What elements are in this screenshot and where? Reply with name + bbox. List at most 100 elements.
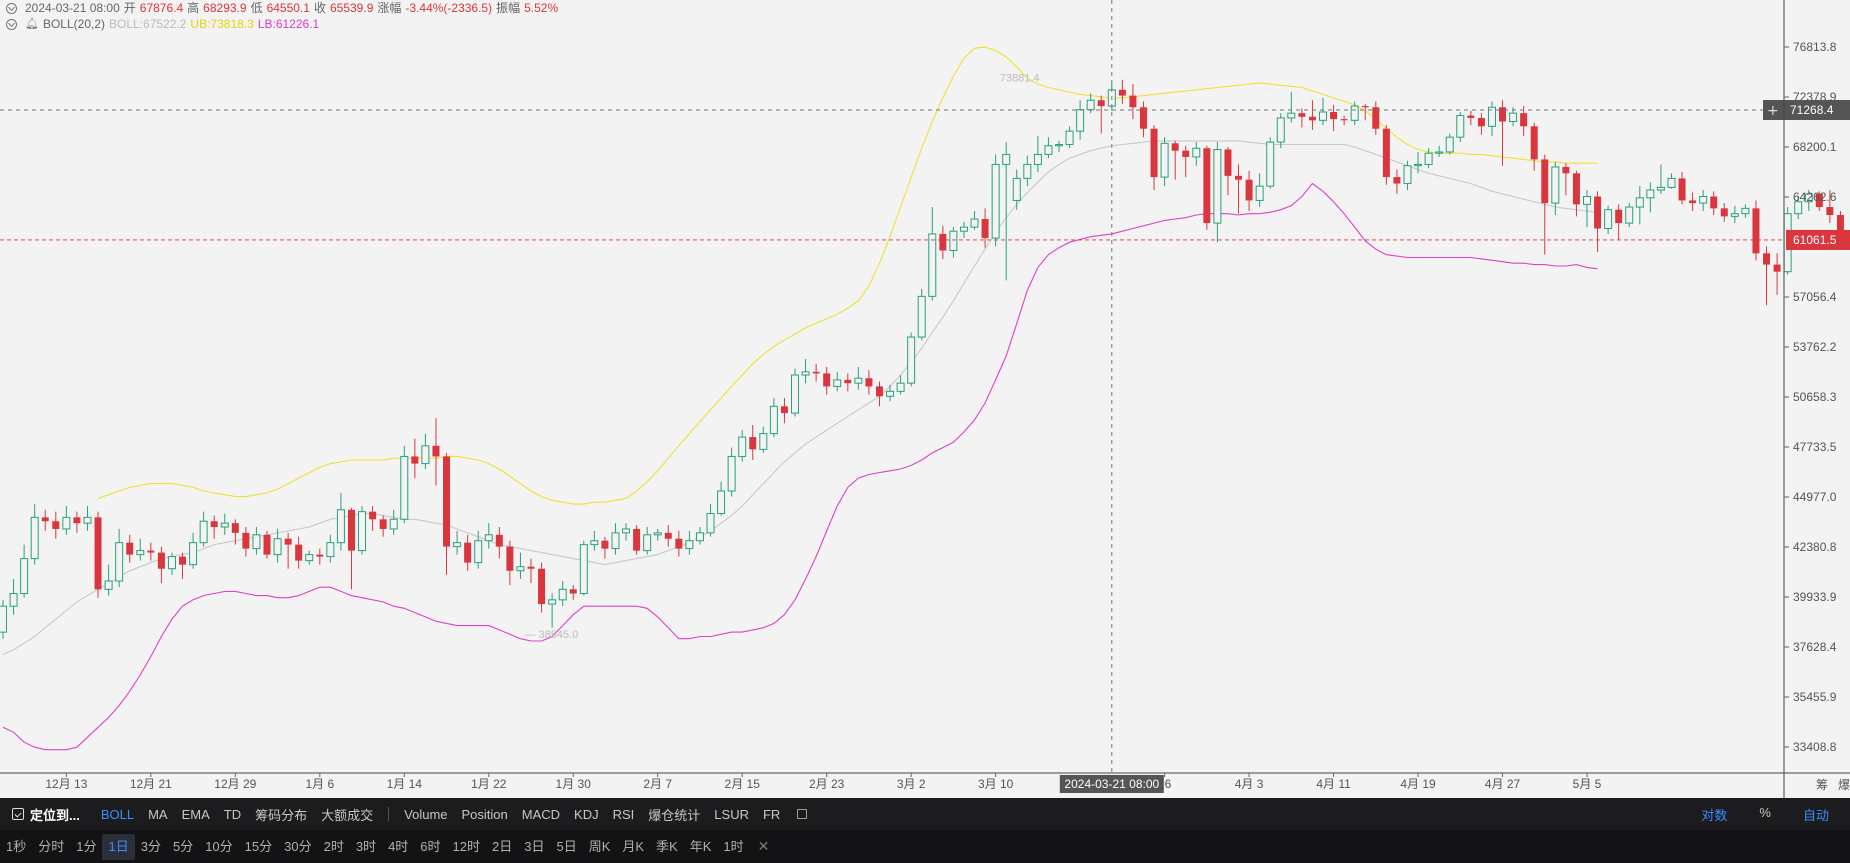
candle-body [1467, 115, 1475, 118]
candle-body [579, 544, 588, 595]
collapse-icon[interactable] [6, 2, 17, 14]
candle-body [1583, 196, 1591, 205]
collapse-icon[interactable] [6, 18, 17, 30]
add-alert-icon[interactable]: + [1767, 103, 1779, 119]
timeframe-2日[interactable]: 2日 [492, 838, 513, 854]
candle-body [1361, 106, 1369, 108]
x-tick-label: 1月 30 [556, 777, 592, 791]
x-tick-label: 3月 2 [897, 777, 926, 791]
candle-body [854, 377, 863, 384]
x-tick-label: 5月 5 [1573, 777, 1602, 791]
candle-body [1393, 177, 1401, 184]
candle-body [812, 371, 820, 374]
candle-body [1319, 111, 1327, 121]
timeframe-3日[interactable]: 3日 [524, 838, 545, 854]
timeframe-月K[interactable]: 月K [622, 838, 645, 854]
timeframe-2时[interactable]: 2时 [323, 838, 344, 854]
indicator-ma[interactable]: MA [148, 806, 168, 822]
candle-body [991, 163, 1000, 239]
change-label: 涨幅 [377, 1, 402, 15]
indicator-lsur[interactable]: LSUR [714, 806, 749, 822]
indicator-kdj[interactable]: KDJ [574, 806, 599, 822]
candle-body [1635, 197, 1644, 208]
indicator-boll[interactable]: BOLL [100, 806, 135, 822]
y-tick-label: 64262.6 [1793, 190, 1837, 204]
timeframe-12时[interactable]: 12时 [452, 838, 480, 854]
indicator-volume[interactable]: Volume [404, 806, 448, 822]
corner-label[interactable]: 爆 [1838, 778, 1850, 792]
indicator-爆仓统计[interactable]: 爆仓统计 [648, 807, 701, 823]
candle-body [823, 373, 831, 387]
x-tick-label: 3月 10 [978, 777, 1014, 791]
timeframe-1秒[interactable]: 1秒 [6, 838, 27, 854]
candle-body [104, 580, 113, 590]
timeframe-4时[interactable]: 4时 [388, 838, 409, 854]
chart-overlays: +71268.4 2024-03-21 08:00 61061.5 73881.4 — … [0, 0, 1850, 793]
candle-body [1836, 215, 1844, 240]
amplitude-label: 振幅 [496, 1, 521, 15]
candle-body [1382, 128, 1390, 178]
timeframe-30分[interactable]: 30分 [284, 838, 312, 854]
candle-body [1477, 117, 1485, 127]
candle-body [9, 593, 18, 607]
timeframe-3时[interactable]: 3时 [355, 838, 377, 854]
indicator-大额成交[interactable]: 大额成交 [321, 807, 374, 823]
candle-body [0, 605, 7, 633]
candle-body [347, 509, 355, 551]
candle-body [1150, 128, 1158, 178]
scale-option[interactable]: 自动 [1802, 807, 1829, 823]
timeframe-季K[interactable]: 季K [656, 838, 678, 854]
candle-body [675, 538, 683, 549]
candle-body [1287, 112, 1296, 119]
candle-body [886, 390, 895, 397]
indicator-筹码分布[interactable]: 筹码分布 [255, 807, 308, 823]
indicator-td[interactable]: TD [223, 806, 242, 822]
candle-body [115, 542, 124, 582]
indicator-ema[interactable]: EMA [181, 806, 210, 822]
timeframe-1时[interactable]: 1时 [723, 838, 744, 854]
timeframe-年K[interactable]: 年K [689, 838, 712, 854]
candle-body [1445, 136, 1454, 153]
candle-body [928, 233, 937, 297]
scale-option[interactable]: % [1759, 804, 1771, 820]
timeframe-周K[interactable]: 周K [588, 838, 611, 854]
candle-body [791, 374, 799, 414]
timeframe-1分[interactable]: 1分 [76, 838, 97, 854]
timeframe-15分[interactable]: 15分 [244, 838, 273, 854]
scale-option[interactable]: 对数 [1701, 807, 1728, 823]
x-tick-label: 4月 27 [1485, 777, 1521, 791]
high-label: 高 [187, 1, 200, 15]
indicator-macd[interactable]: MACD [521, 806, 561, 822]
bell-icon[interactable]: 🔔︎ [25, 18, 39, 30]
timeframe-分时[interactable]: 分时 [38, 838, 65, 854]
candle-body [1730, 213, 1739, 217]
locate-button[interactable]: 定位到... [0, 805, 94, 824]
indicator-list-2: Volume Position MACD KDJ RSI 爆仓统计 LSUR FR [397, 805, 787, 824]
timeframe-3分[interactable]: 3分 [140, 838, 161, 854]
candle-body [611, 532, 620, 550]
boll-lb-value: LB:61226.1 [257, 17, 320, 31]
candle-body [62, 516, 71, 530]
timeframe-5日[interactable]: 5日 [556, 838, 577, 854]
timeframe-6时[interactable]: 6时 [420, 838, 441, 854]
candle-body [875, 386, 883, 397]
timeframe-10分[interactable]: 10分 [205, 838, 233, 854]
x-tick-label: 1月 22 [471, 777, 507, 791]
high-annotation: 73881.4 [1000, 73, 1040, 85]
indicator-rsi[interactable]: RSI [612, 806, 635, 822]
candle-body [685, 540, 694, 550]
candle-body [907, 336, 916, 384]
corner-label[interactable]: 筹 [1816, 778, 1828, 792]
candle-body [1171, 143, 1179, 151]
edit-icon[interactable] [797, 809, 808, 819]
candle-body [1403, 165, 1412, 185]
timeframe-5分[interactable]: 5分 [172, 838, 194, 854]
x-tick-label: 12月 13 [45, 777, 87, 791]
timeframe-1日[interactable]: 1日 [102, 833, 135, 860]
candlestick-chart[interactable]: +71268.4 2024-03-21 08:00 61061.5 73881.4 — … [0, 0, 1850, 798]
indicator-position[interactable]: Position [461, 806, 508, 822]
candle-body [147, 550, 155, 553]
close-icon[interactable]: ✕ [757, 838, 770, 854]
candle-body [1763, 253, 1771, 265]
indicator-fr[interactable]: FR [762, 806, 781, 822]
